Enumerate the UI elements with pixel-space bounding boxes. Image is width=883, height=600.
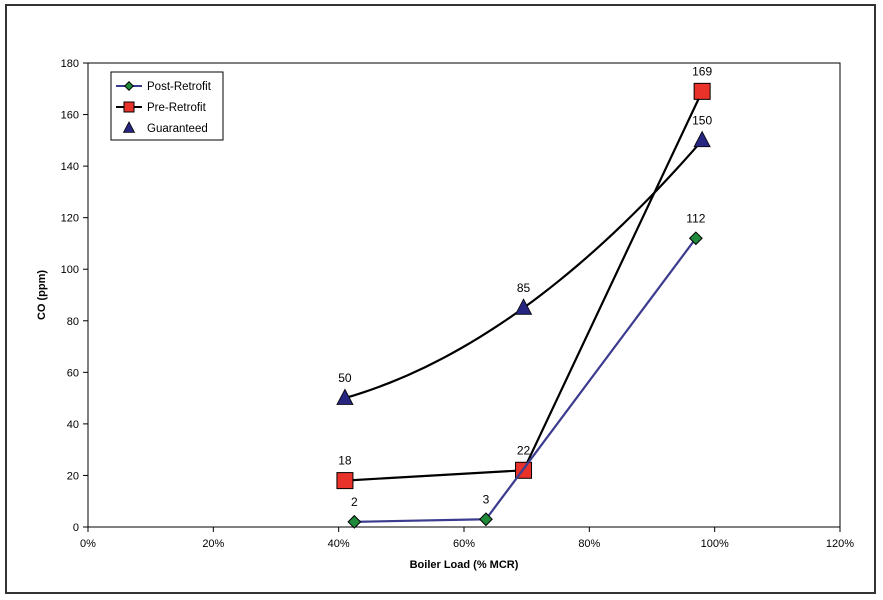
y-tick-label: 60: [67, 367, 79, 379]
series-layer: [336, 82, 711, 529]
data-point: [336, 472, 354, 490]
series-post-retrofit: [347, 231, 703, 529]
x-tick-label: 40%: [328, 538, 350, 550]
x-tick-label: 60%: [453, 538, 475, 550]
legend: Post-Retrofit Pre-Retrofit Guaranteed: [110, 71, 224, 141]
data-point: [514, 298, 533, 315]
legend-label: Guaranteed: [147, 123, 208, 135]
data-point: [688, 231, 703, 246]
legend-item: Pre-Retrofit: [116, 101, 207, 114]
y-axis-title: CO (ppm): [36, 270, 48, 320]
data-label: 3: [483, 492, 490, 506]
data-label: 85: [517, 281, 531, 295]
data-label: 50: [338, 371, 352, 385]
data-labels: 50 85 150 18 22 169 2 3 112: [338, 64, 712, 508]
y-tick-label: 140: [61, 161, 79, 173]
y-tick-label: 180: [61, 58, 79, 70]
y-tick-label: 160: [61, 110, 79, 122]
legend-marker: [124, 81, 134, 91]
y-tick-label: 100: [61, 264, 79, 276]
y-tick-label: 20: [67, 470, 79, 482]
data-point: [347, 514, 362, 529]
legend-label: Post-Retrofit: [147, 81, 212, 93]
x-axis-title: Boiler Load (% MCR): [410, 559, 519, 571]
x-tick-label: 80%: [578, 538, 600, 550]
legend-item: Post-Retrofit: [116, 81, 212, 93]
x-tick-label: 100%: [701, 538, 729, 550]
data-point: [336, 388, 354, 405]
x-tick-label: 20%: [202, 538, 224, 550]
data-label: 22: [517, 443, 531, 457]
y-tick-label: 120: [61, 213, 79, 225]
y-tick-label: 40: [67, 419, 79, 431]
data-point: [478, 512, 493, 527]
data-label: 2: [351, 495, 358, 509]
y-tick-label: 0: [73, 522, 79, 534]
series-guaranteed: [336, 130, 711, 405]
legend-marker: [122, 121, 136, 133]
x-tick-label: 0%: [80, 538, 96, 550]
legend-marker: [123, 101, 135, 113]
legend-label: Pre-Retrofit: [147, 102, 207, 114]
x-axis-ticks: 0% 20% 40% 60% 80% 100% 120%: [80, 527, 854, 550]
x-tick-label: 120%: [826, 538, 854, 550]
data-point: [693, 130, 711, 148]
y-tick-label: 80: [67, 316, 79, 328]
data-point: [693, 82, 711, 100]
data-label: 18: [338, 454, 352, 468]
data-label: 169: [692, 64, 712, 78]
data-label: 112: [686, 211, 705, 225]
data-label: 150: [692, 113, 712, 127]
y-axis-ticks: 0 20 40 60 80 100 120 140 160 180: [61, 58, 88, 534]
legend-item: Guaranteed: [122, 121, 208, 135]
